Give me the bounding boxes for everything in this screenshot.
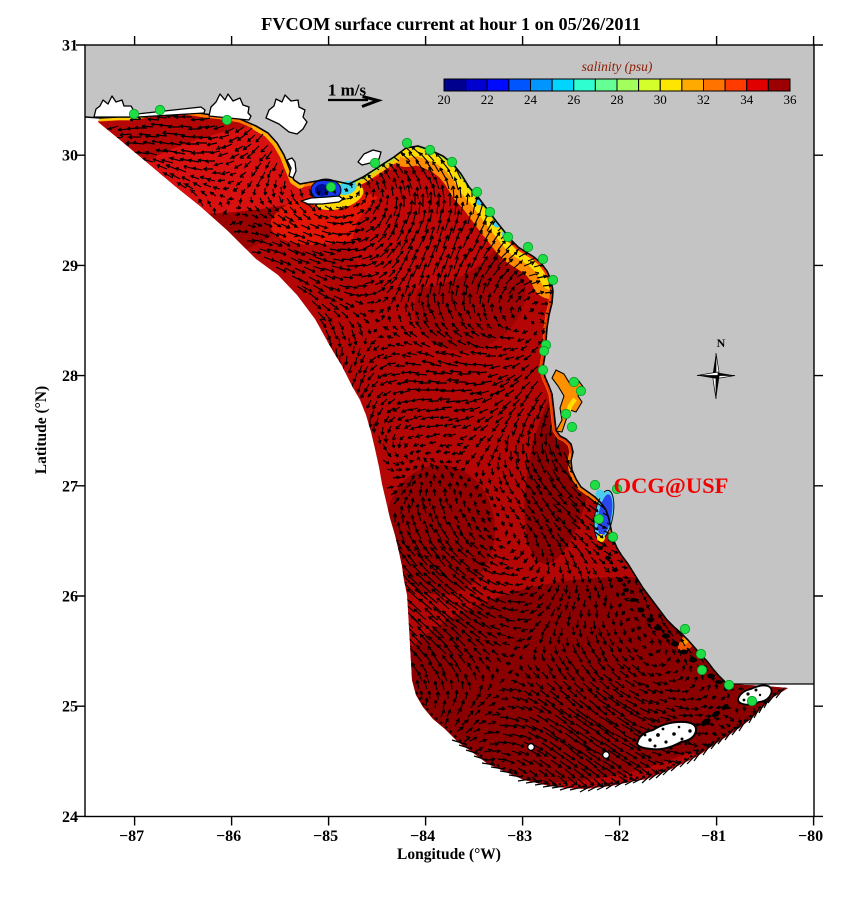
svg-text:1 m/s: 1 m/s: [328, 81, 367, 100]
svg-text:34: 34: [740, 92, 754, 107]
svg-text:−80: −80: [798, 828, 823, 845]
svg-text:−82: −82: [604, 828, 629, 845]
svg-text:−85: −85: [313, 828, 338, 845]
svg-text:27: 27: [62, 478, 78, 495]
svg-text:30: 30: [654, 92, 667, 107]
svg-text:26: 26: [62, 589, 78, 606]
svg-text:−83: −83: [507, 828, 532, 845]
svg-text:36: 36: [784, 92, 798, 107]
svg-text:32: 32: [697, 92, 710, 107]
svg-text:25: 25: [62, 699, 78, 716]
svg-text:24: 24: [62, 809, 78, 826]
svg-text:30: 30: [62, 148, 78, 165]
svg-text:20: 20: [438, 92, 451, 107]
svg-text:28: 28: [62, 368, 78, 385]
svg-text:−86: −86: [216, 828, 241, 845]
svg-text:−84: −84: [410, 828, 435, 845]
svg-text:−81: −81: [701, 828, 726, 845]
svg-text:26: 26: [567, 92, 581, 107]
svg-text:29: 29: [62, 258, 78, 275]
svg-text:31: 31: [62, 38, 78, 55]
svg-text:−87: −87: [119, 828, 144, 845]
svg-text:Longitude (°W): Longitude (°W): [397, 846, 501, 863]
svg-text:N: N: [717, 336, 726, 350]
svg-text:28: 28: [611, 92, 624, 107]
svg-text:24: 24: [524, 92, 538, 107]
svg-text:FVCOM surface current at hour: FVCOM surface current at hour 1 on 05/26…: [261, 14, 641, 34]
svg-text:22: 22: [481, 92, 494, 107]
svg-text:Latitude (°N): Latitude (°N): [33, 386, 50, 474]
svg-text:OCG@USF: OCG@USF: [614, 473, 729, 499]
svg-text:salinity (psu): salinity (psu): [582, 59, 653, 74]
